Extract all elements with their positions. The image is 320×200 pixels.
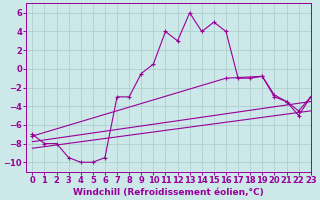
X-axis label: Windchill (Refroidissement éolien,°C): Windchill (Refroidissement éolien,°C) <box>73 188 264 197</box>
